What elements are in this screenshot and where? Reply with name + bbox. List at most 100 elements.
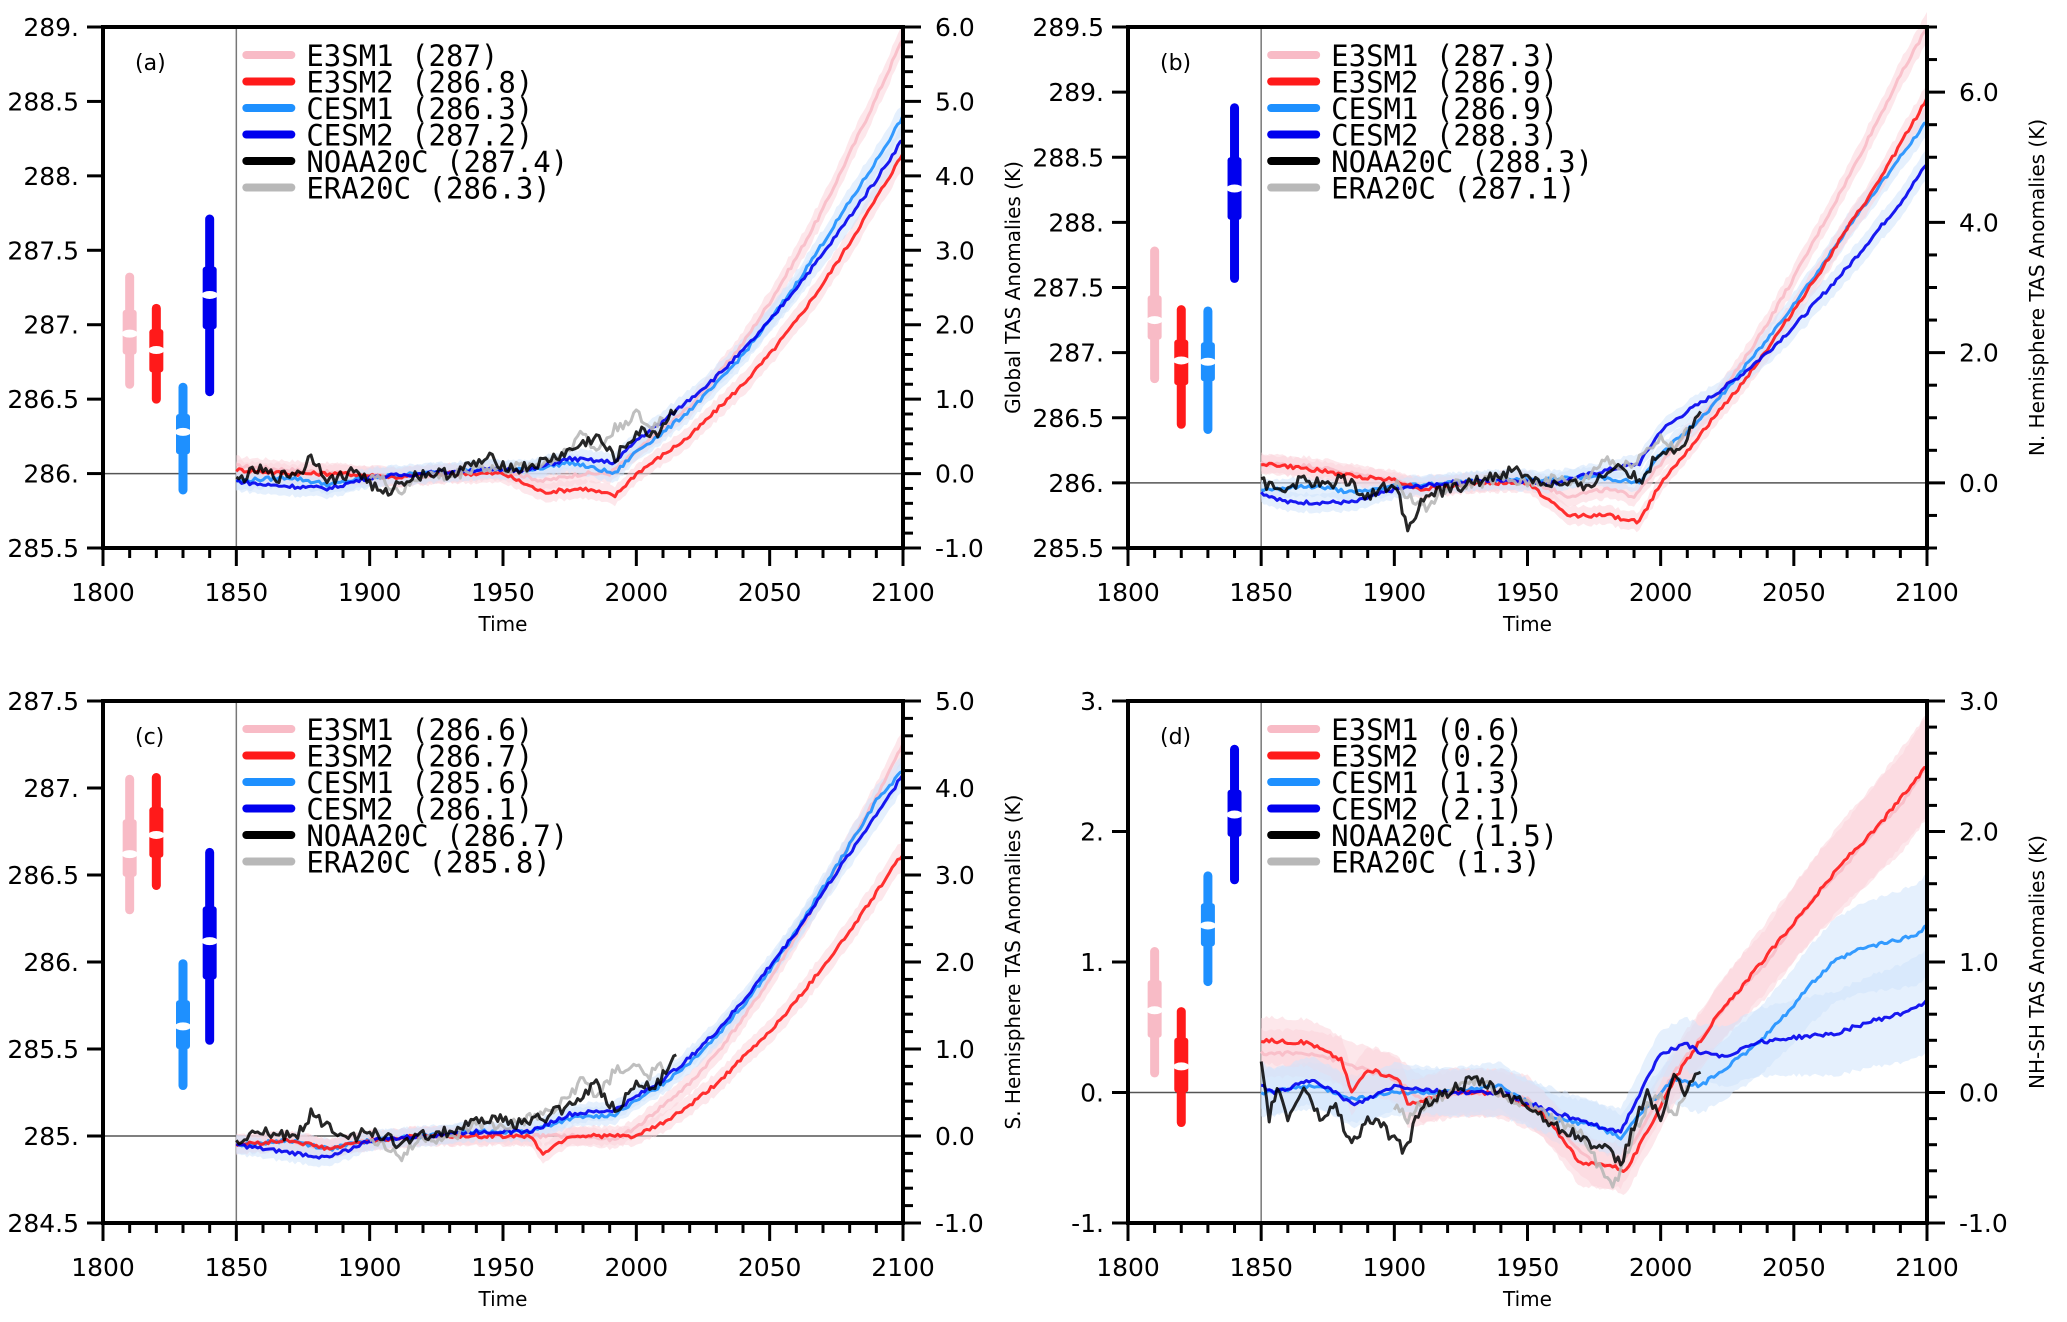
boxplot-median xyxy=(201,290,218,299)
y-left-tick-label: 285.5 xyxy=(1032,534,1104,563)
boxplot-median xyxy=(1146,316,1163,325)
x-tick-label: 1900 xyxy=(338,1253,402,1282)
boxplot-median xyxy=(1199,921,1216,930)
legend-label: NOAA20C (286.7) xyxy=(306,819,568,853)
boxplot-cesm2 xyxy=(201,214,218,397)
legend: E3SM1 (287.3)E3SM2 (286.9)CESM1 (286.9)C… xyxy=(1267,39,1593,206)
boxplot-median xyxy=(1173,1062,1190,1071)
y-left-tick-label: 286. xyxy=(23,460,79,489)
y-left-tick-label: 285.5 xyxy=(7,1035,79,1064)
legend-label: CESM1 (285.6) xyxy=(306,766,533,800)
legend-label: E3SM2 (286.8) xyxy=(306,66,533,100)
y-right-axis-title: NH-SH TAS Anomalies (K) xyxy=(2025,835,2049,1089)
y-left-tick-label: 288.5 xyxy=(1032,143,1104,172)
y-right-tick-label: 6.0 xyxy=(935,13,975,42)
x-axis: 1800 1850 1900 1950 2000 2050 2100 Time xyxy=(71,1223,935,1311)
legend-label: CESM2 (288.3) xyxy=(1331,119,1558,153)
y-right-tick-label: 2.0 xyxy=(935,948,975,977)
y-left-tick-label: 288. xyxy=(23,162,79,191)
x-tick-label: 2000 xyxy=(605,1253,669,1282)
y-axis-right: -1.0 0.0 1.0 2.0 3.0 4.0 5.0 S. Hemisphere TAS … xyxy=(903,687,1025,1238)
y-right-tick-label: 0.0 xyxy=(1959,469,1999,498)
x-tick-label: 1850 xyxy=(1229,578,1293,607)
band-cesm2 xyxy=(236,125,904,500)
boxplot-cesm2 xyxy=(1226,744,1243,885)
series-line-cesm2 xyxy=(236,138,904,492)
x-tick-label: 1900 xyxy=(338,578,402,607)
boxplot-e3sm1 xyxy=(121,774,138,915)
legend-label: NOAA20C (1.5) xyxy=(1331,819,1558,853)
legend-label: E3SM2 (286.7) xyxy=(306,740,533,774)
y-left-tick-label: 3. xyxy=(1080,687,1104,716)
legend-label: ERA20C (287.1) xyxy=(1331,172,1575,206)
series-lines xyxy=(1259,765,1929,1189)
boxplot-median xyxy=(121,329,138,338)
y-right-axis-title: N. Hemisphere TAS Anomalies (K) xyxy=(2025,119,2049,456)
legend-label: CESM2 (287.2) xyxy=(306,119,533,153)
y-right-tick-label: 3.0 xyxy=(1959,687,1999,716)
y-left-tick-label: 285.5 xyxy=(7,534,79,563)
boxplot-cesm2 xyxy=(1226,103,1243,283)
x-tick-label: 1900 xyxy=(1363,578,1427,607)
x-tick-label: 1800 xyxy=(1096,578,1160,607)
y-right-tick-label: -1.0 xyxy=(935,534,984,563)
boxplot-box xyxy=(122,819,137,877)
y-axis-right: -1.0 0.0 1.0 2.0 3.0 4.0 5.0 6.0 Global TAS Anom… xyxy=(903,13,1025,563)
boxplot-median xyxy=(121,850,138,859)
x-tick-label: 2050 xyxy=(738,1253,802,1282)
boxplot-cesm1 xyxy=(1199,306,1216,434)
panel-label: (c) xyxy=(135,725,164,750)
panel-a: 1800 1850 1900 1950 2000 2050 2100 Time 285.5 286… xyxy=(7,13,1025,636)
legend-label: CESM2 (2.1) xyxy=(1331,793,1523,827)
y-axis-left: 284.5 285. 285.5 286. 286.5 287. 287.5 xyxy=(7,687,103,1238)
y-right-tick-label: 5.0 xyxy=(935,687,975,716)
x-tick-label: 2000 xyxy=(1629,1253,1693,1282)
y-left-tick-label: 286.5 xyxy=(1032,404,1104,433)
y-left-tick-label: 287.5 xyxy=(1032,274,1104,303)
boxplot-median xyxy=(1199,357,1216,366)
series-line-noaa20c xyxy=(235,1053,677,1150)
x-axis: 1800 1850 1900 1950 2000 2050 2100 Time xyxy=(71,548,935,636)
y-left-tick-label: 289.5 xyxy=(1032,13,1104,42)
boxplot-e3sm1 xyxy=(121,272,138,389)
y-axis-left: 285.5 286. 286.5 287. 287.5 288. 288.5 289. xyxy=(7,13,103,563)
y-left-tick-label: 287. xyxy=(1048,339,1104,368)
y-right-tick-label: 1.0 xyxy=(935,1035,975,1064)
legend-label: CESM1 (286.3) xyxy=(306,92,533,126)
legend-label: CESM1 (1.3) xyxy=(1331,766,1523,800)
legend-label: E3SM1 (287) xyxy=(306,39,498,73)
legend: E3SM1 (287)E3SM2 (286.8)CESM1 (286.3)CES… xyxy=(242,39,568,206)
x-tick-label: 1800 xyxy=(71,578,135,607)
legend-label: E3SM2 (286.9) xyxy=(1331,66,1558,100)
x-tick-label: 2100 xyxy=(871,578,935,607)
x-tick-label: 1850 xyxy=(1229,1253,1293,1282)
band-cesm2 xyxy=(1261,149,1927,514)
x-tick-label: 1850 xyxy=(205,578,269,607)
boxplot-median xyxy=(1173,356,1190,365)
legend-label: E3SM1 (0.6) xyxy=(1331,713,1523,747)
boxplot-median xyxy=(1226,810,1243,819)
legend-label: ERA20C (285.8) xyxy=(306,846,550,880)
boxplot-median xyxy=(201,937,218,946)
legend-label: E3SM1 (286.6) xyxy=(306,713,533,747)
y-axis-right: -1.0 0.0 1.0 2.0 3.0 NH-SH TAS Anomalies (K) xyxy=(1927,687,2049,1238)
series-line-noaa20c xyxy=(1259,1061,1702,1167)
series-lines xyxy=(235,742,905,1163)
y-left-tick-label: 288. xyxy=(1048,208,1104,237)
x-tick-label: 2050 xyxy=(1762,578,1826,607)
x-tick-label: 1800 xyxy=(1096,1253,1160,1282)
y-left-tick-label: 289. xyxy=(23,13,79,42)
boxplot-cesm1 xyxy=(175,382,191,495)
series-lines xyxy=(1260,26,1929,533)
y-right-tick-label: 0.0 xyxy=(1959,1079,1999,1108)
y-left-tick-label: 286.5 xyxy=(7,861,79,890)
x-axis-title: Time xyxy=(478,1287,528,1311)
y-right-tick-label: 2.0 xyxy=(935,311,975,340)
y-right-tick-label: -1.0 xyxy=(935,1209,984,1238)
series-line-era20c xyxy=(369,1061,665,1163)
y-right-tick-label: 1.0 xyxy=(935,385,975,414)
legend: E3SM1 (0.6)E3SM2 (0.2)CESM1 (1.3)CESM2 (… xyxy=(1267,713,1558,880)
y-right-tick-label: 3.0 xyxy=(935,861,975,890)
x-axis-title: Time xyxy=(1502,1287,1552,1311)
y-left-tick-label: 287.5 xyxy=(7,687,79,716)
